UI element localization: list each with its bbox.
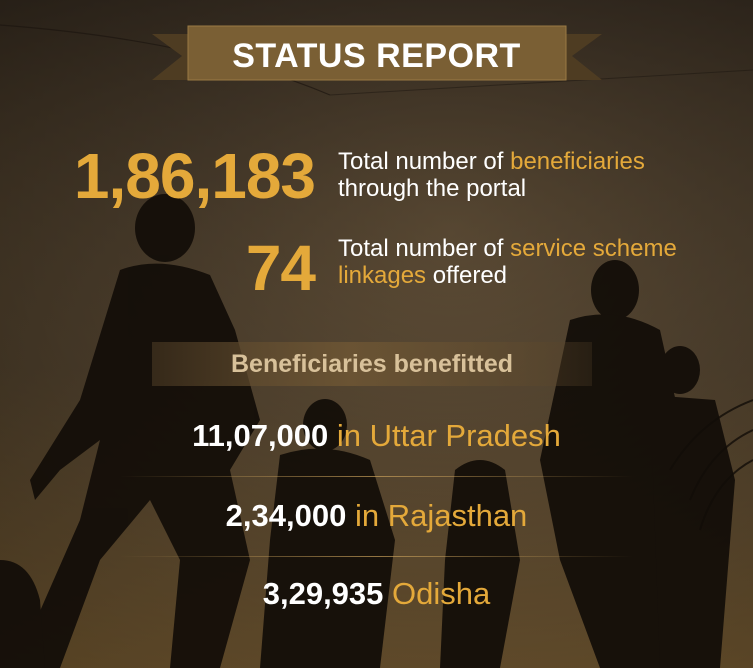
state-number: 3,29,935 (262, 576, 384, 611)
stat-linkages-highlight: service scheme linkages (338, 235, 677, 289)
stat-beneficiaries-value: 1,86,183 (73, 140, 316, 212)
stat-linkages-text: Total number of service scheme linkages … (338, 235, 738, 289)
stat-beneficiaries-text: Total number of beneficiaries through th… (338, 148, 738, 202)
state-row-rajasthan: 2,34,000 in Rajasthan (0, 498, 753, 534)
stat-linkages-value: 74 (245, 232, 316, 304)
stat-beneficiaries-highlight: beneficiaries (510, 148, 645, 175)
stat-beneficiaries-text-before: Total number of (338, 148, 511, 175)
beneficiaries-heading: Beneficiaries benefitted (230, 350, 514, 378)
state-row-odisha: 3,29,935 Odisha (0, 576, 753, 612)
state-number: 2,34,000 (225, 498, 347, 533)
report-title: STATUS REPORT (232, 37, 521, 75)
state-label: in Uttar Pradesh (336, 418, 561, 453)
state-number: 11,07,000 (192, 418, 329, 453)
state-label: in Rajasthan (354, 498, 528, 533)
divider (120, 476, 633, 477)
beneficiaries-band (152, 342, 592, 386)
stat-beneficiaries-text-after: through the portal (338, 175, 527, 202)
state-row-uttar-pradesh: 11,07,000 in Uttar Pradesh (0, 418, 753, 454)
divider (120, 556, 633, 557)
stat-linkages-text-before: Total number of (338, 235, 511, 262)
state-label: Odisha (392, 576, 491, 611)
stat-linkages-text-after: offered (426, 262, 508, 289)
